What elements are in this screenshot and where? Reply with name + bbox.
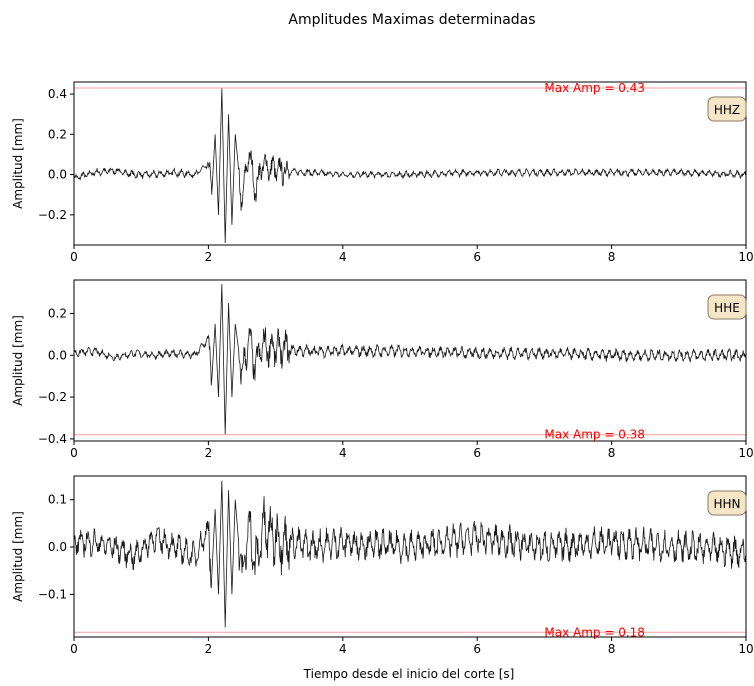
- panel-hhz: Max Amp = 0.43 0 2 4 6 8 10 −0.2 0.0 0.2 0.4 Amplit…: [11, 81, 754, 264]
- x-tick-label: 4: [339, 642, 347, 656]
- y-tick-label: −0.2: [38, 390, 67, 404]
- channel-badge: [707, 96, 747, 122]
- channel-badge: [707, 490, 747, 516]
- y-tick-label: 0.0: [48, 168, 67, 182]
- x-tick-label: 8: [608, 642, 616, 656]
- trace-hhe: [73, 284, 747, 435]
- x-tick-label: 10: [738, 642, 753, 656]
- x-tick-label: 10: [738, 250, 753, 264]
- max-amp-label: Max Amp = 0.18: [544, 625, 645, 639]
- channel-badge-label: HHN: [713, 497, 740, 511]
- x-tick-label: 8: [608, 446, 616, 460]
- y-axis-label: Amplitud [mm]: [11, 118, 25, 209]
- x-tick-label: 2: [205, 642, 213, 656]
- y-tick-label: 0.4: [48, 87, 67, 101]
- panel-hhe: Max Amp = 0.38 0 2 4 6 8 10 −0.4 −0.2 0.0 0.2 Ampli…: [11, 279, 754, 460]
- trace-hhz: [73, 88, 747, 244]
- y-tick-label: −0.1: [38, 587, 67, 601]
- x-tick-label: 2: [205, 446, 213, 460]
- x-tick-label: 0: [70, 250, 78, 264]
- x-tick-label: 6: [473, 446, 481, 460]
- channel-badge-label: HHE: [714, 301, 740, 315]
- y-tick-label: 0.1: [48, 493, 67, 507]
- x-tick-label: 4: [339, 250, 347, 264]
- y-axis-label: Amplitud [mm]: [11, 511, 25, 602]
- channel-badge: [707, 294, 747, 320]
- x-tick-label: 0: [70, 446, 78, 460]
- max-amp-label: Max Amp = 0.43: [544, 81, 645, 95]
- channel-badge-label: HHZ: [714, 103, 740, 117]
- figure-title: Amplitudes Maximas determinadas: [288, 12, 535, 28]
- panels: Max Amp = 0.43 0 2 4 6 8 10 −0.2 0.0 0.2 0.4 Amplit…: [11, 81, 754, 656]
- x-tick-label: 6: [473, 642, 481, 656]
- x-tick-label: 2: [205, 250, 213, 264]
- y-tick-label: −0.2: [38, 208, 67, 222]
- axes-frame: [73, 279, 747, 442]
- y-tick-label: 0.0: [48, 540, 67, 554]
- y-tick-label: 0.2: [48, 127, 67, 141]
- axes-frame: [73, 475, 747, 638]
- y-axis-label: Amplitud [mm]: [11, 315, 25, 406]
- panel-hhn: Max Amp = 0.18 0 2 4 6 8 10 −0.1 0.0 0.1 Amplitud …: [11, 475, 754, 656]
- y-tick-label: 0.2: [48, 306, 67, 320]
- x-tick-label: 8: [608, 250, 616, 264]
- x-tick-label: 0: [70, 642, 78, 656]
- x-tick-label: 6: [473, 250, 481, 264]
- max-amp-label: Max Amp = 0.38: [544, 428, 645, 442]
- trace-hhn: [73, 480, 747, 628]
- x-tick-label: 4: [339, 446, 347, 460]
- axes-frame: [73, 81, 747, 246]
- y-tick-label: 0.0: [48, 348, 67, 362]
- y-tick-label: −0.4: [38, 432, 67, 446]
- x-tick-label: 10: [738, 446, 753, 460]
- x-axis-label: Tiempo desde el inicio del corte [s]: [303, 667, 515, 681]
